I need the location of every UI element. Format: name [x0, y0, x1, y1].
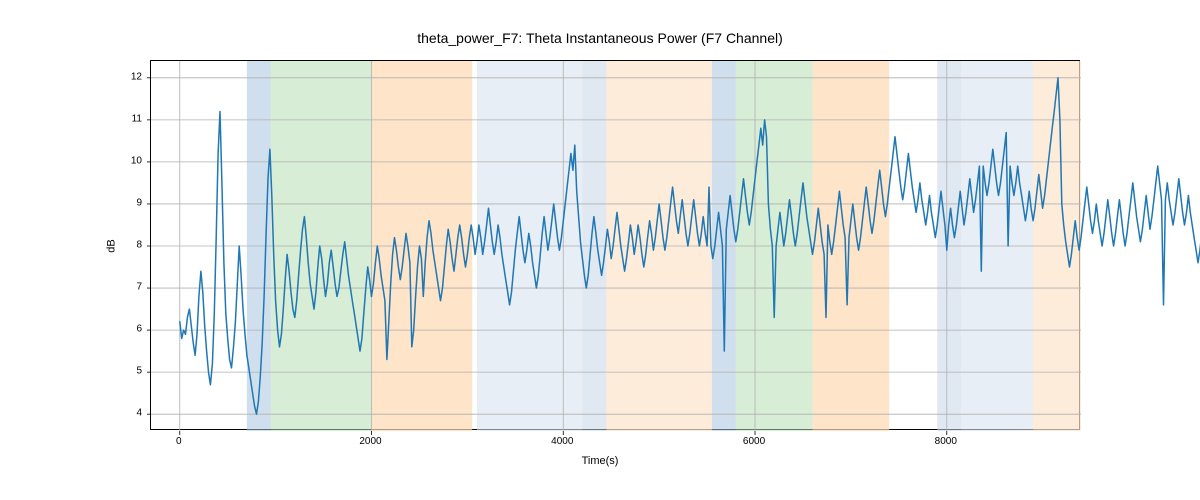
y-axis-label: dB	[106, 239, 118, 252]
y-tick-label: 5	[122, 366, 142, 377]
plot-svg	[151, 61, 1081, 431]
y-tick-label: 9	[122, 197, 142, 208]
y-tick-label: 7	[122, 282, 142, 293]
x-tick-label: 4000	[551, 436, 573, 447]
y-tick-label: 10	[122, 155, 142, 166]
y-tick-label: 4	[122, 408, 142, 419]
x-axis-label: Time(s)	[0, 455, 1200, 467]
plot-axes	[150, 60, 1080, 430]
y-tick-label: 8	[122, 240, 142, 251]
chart-title: theta_power_F7: Theta Instantaneous Powe…	[0, 30, 1200, 46]
y-tick-label: 6	[122, 324, 142, 335]
y-tick-label: 12	[122, 71, 142, 82]
y-tick-label: 11	[122, 113, 142, 124]
x-tick-label: 0	[176, 436, 182, 447]
x-tick-label: 8000	[935, 436, 957, 447]
figure: theta_power_F7: Theta Instantaneous Powe…	[0, 0, 1200, 500]
x-tick-label: 2000	[359, 436, 381, 447]
x-tick-label: 6000	[743, 436, 765, 447]
